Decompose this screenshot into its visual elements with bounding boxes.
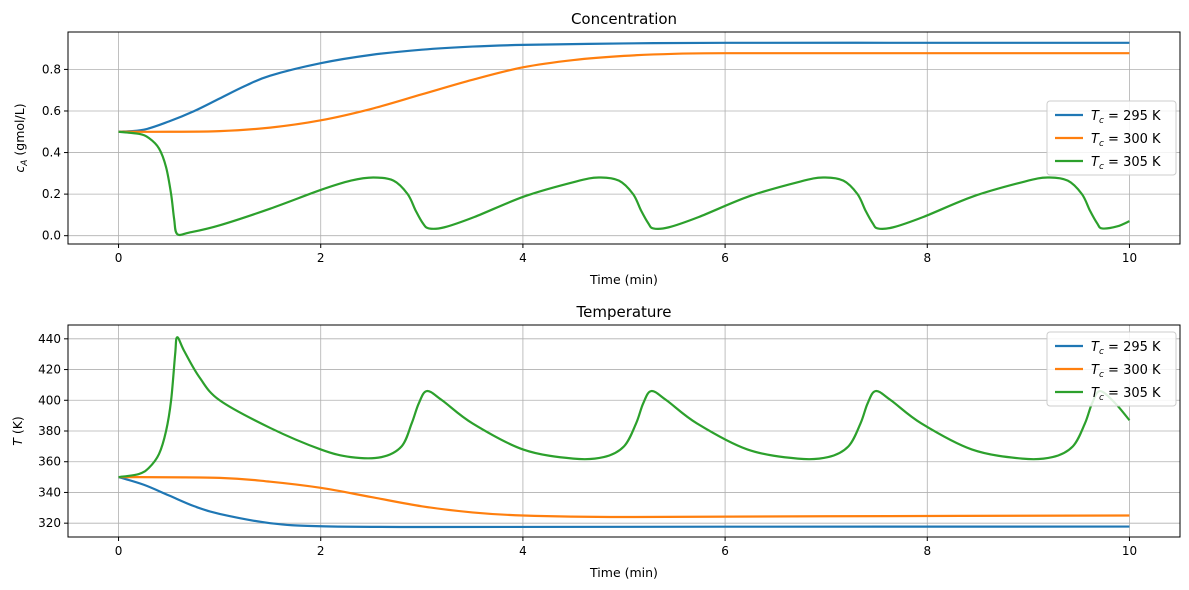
y-tick-label: 0.0 [42, 229, 61, 243]
x-tick-label: 4 [519, 544, 527, 558]
x-tick-label: 4 [519, 251, 527, 265]
x-tick-label: 10 [1122, 544, 1137, 558]
legend-var: T [1091, 340, 1100, 355]
temperature-chart: 0 2 4 6 8 10 320 340 360 380 400 420 440 Temperature T… [10, 303, 1181, 580]
concentration-chart: 0 2 4 6 8 10 0.0 0.2 0.4 0.6 0.8 Concentration Time … [12, 10, 1181, 287]
legend-sub: c [1099, 116, 1104, 126]
axes-frame [67, 31, 1181, 245]
legend-label-tc-305: Tc = 305 K [1091, 386, 1161, 403]
y-tick-label: 0.8 [42, 62, 61, 76]
y-tick-label: 340 [38, 485, 61, 499]
y-tick-label: 320 [38, 516, 61, 530]
legend-label-tc-300: Tc = 300 K [1091, 132, 1161, 149]
legend-var: T [1091, 155, 1100, 170]
chart-title: Concentration [571, 10, 677, 28]
legend-rest: = 305 K [1104, 155, 1161, 170]
y-tick-label: 380 [38, 424, 61, 438]
x-tick-label: 2 [317, 544, 325, 558]
legend-rest: = 300 K [1104, 132, 1161, 147]
y-tick-label: 0.4 [42, 146, 61, 160]
series-line-tc-305 [118, 130, 1130, 237]
chart-title: Temperature [575, 303, 671, 321]
series-line-tc-305 [118, 336, 1131, 479]
series-line-tc-295 [118, 41, 1130, 133]
x-axis-label: Time (min) [589, 565, 658, 580]
y-axis-label-unit: (K) [10, 416, 25, 438]
legend-label-tc-295: Tc = 295 K [1091, 340, 1161, 357]
y-tick-label: 440 [38, 332, 61, 346]
legend-sub: c [1099, 139, 1104, 149]
legend-label-tc-305: Tc = 305 K [1091, 155, 1161, 172]
legend-sub: c [1099, 393, 1104, 403]
y-axis-label-var: T [10, 437, 25, 446]
legend-var: T [1091, 386, 1100, 401]
y-axis-label-var: c [12, 166, 27, 173]
y-axis-label-sub: A [20, 160, 30, 167]
x-tick-label: 0 [115, 251, 123, 265]
legend-box [1046, 100, 1177, 176]
legend-var: T [1091, 109, 1100, 124]
y-tick-label: 400 [38, 393, 61, 407]
axes-frame [67, 324, 1181, 538]
series-line-tc-300 [118, 475, 1130, 519]
y-axis-label: T (K) [10, 416, 25, 446]
x-tick-label: 8 [923, 251, 931, 265]
legend-label-tc-300: Tc = 300 K [1091, 363, 1161, 380]
x-tick-label: 6 [721, 544, 729, 558]
x-tick-label: 0 [115, 544, 123, 558]
legend: Tc = 295 KTc = 300 KTc = 305 K [1046, 100, 1177, 176]
legend-sub: c [1099, 347, 1104, 357]
y-tick-label: 0.2 [42, 187, 61, 201]
x-axis-label: Time (min) [589, 272, 658, 287]
legend-rest: = 305 K [1104, 386, 1161, 401]
x-tick-label: 6 [721, 251, 729, 265]
legend-sub: c [1099, 162, 1104, 172]
x-tick-label: 8 [923, 544, 931, 558]
x-tick-label: 10 [1122, 251, 1137, 265]
legend: Tc = 295 KTc = 300 KTc = 305 K [1046, 331, 1177, 407]
y-axis-label: cA (gmol/L) [12, 103, 30, 172]
legend-rest: = 295 K [1104, 340, 1161, 355]
legend-var: T [1091, 363, 1100, 378]
series-line-tc-295 [118, 476, 1130, 529]
legend-rest: = 300 K [1104, 363, 1161, 378]
y-axis-label-unit: (gmol/L) [12, 103, 27, 159]
legend-sub: c [1099, 370, 1104, 380]
y-tick-label: 420 [38, 363, 61, 377]
legend-box [1046, 331, 1177, 407]
x-tick-label: 2 [317, 251, 325, 265]
series-line-tc-300 [118, 52, 1130, 133]
legend-rest: = 295 K [1104, 109, 1161, 124]
legend-label-tc-295: Tc = 295 K [1091, 109, 1161, 126]
legend-var: T [1091, 132, 1100, 147]
y-tick-label: 360 [38, 455, 61, 469]
y-tick-label: 0.6 [42, 104, 61, 118]
